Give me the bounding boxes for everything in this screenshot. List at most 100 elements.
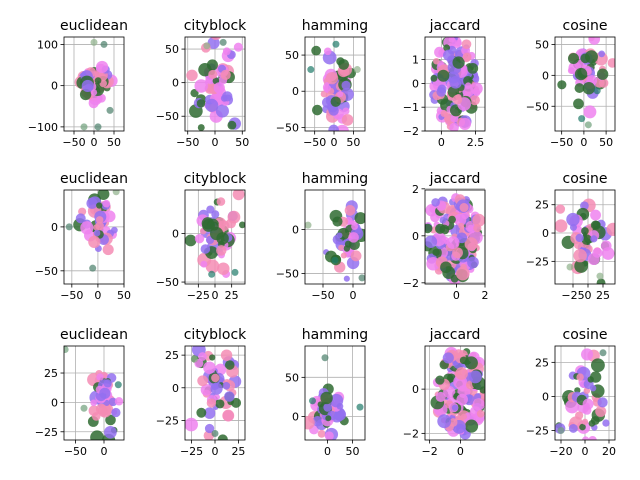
scatter-point xyxy=(328,105,339,116)
scatter-point xyxy=(97,190,110,201)
scatter-point xyxy=(185,417,198,432)
scatter-point xyxy=(582,398,594,410)
scatter-point xyxy=(440,261,452,274)
scatter-point xyxy=(80,221,94,235)
scatter-point xyxy=(114,397,124,406)
scatter-point xyxy=(446,236,460,250)
scatter-point xyxy=(606,222,615,236)
axes-frame xyxy=(304,345,366,441)
scatter-point xyxy=(593,87,601,95)
x-tick-label: 50 xyxy=(346,136,360,149)
scatter-point xyxy=(596,68,609,80)
scatter-point xyxy=(90,399,97,407)
y-tick-label: −25 xyxy=(526,424,549,437)
subplot-title: cityblock xyxy=(184,18,247,34)
subplot-title: cityblock xyxy=(184,327,247,343)
x-tick-label: 0 xyxy=(580,136,587,149)
scatter-point xyxy=(443,49,455,61)
scatter-point xyxy=(452,247,463,259)
scatter-point xyxy=(328,124,339,131)
scatter-point xyxy=(356,403,364,411)
scatter-point xyxy=(425,223,433,234)
scatter-point xyxy=(588,37,601,45)
scatter-point xyxy=(203,430,215,440)
subplot-1-5: −50 0 50 −50 0 50 cosine xyxy=(526,18,616,149)
axes-frame xyxy=(304,36,366,132)
scatter-point xyxy=(208,69,218,79)
scatter-point xyxy=(596,272,604,280)
axes-frame xyxy=(424,36,486,132)
axes-frame xyxy=(554,36,616,132)
y-tick-label: 0 xyxy=(51,80,58,93)
scatter-point xyxy=(231,268,239,276)
scatter-point xyxy=(329,393,344,408)
scatter-point xyxy=(463,75,473,86)
scatter-point xyxy=(437,414,452,429)
scatter-point xyxy=(196,99,206,108)
y-tick-label: 0 xyxy=(412,230,419,243)
axes-frame xyxy=(63,189,125,285)
scatter-point xyxy=(213,82,225,94)
scatter-point xyxy=(317,401,324,408)
scatter-point xyxy=(233,42,243,52)
x-tick-label: 50 xyxy=(599,136,613,149)
scatter-point xyxy=(565,399,580,414)
y-tick-label: 0 xyxy=(292,224,299,237)
x-tick-label: 2.5 xyxy=(467,136,485,149)
subplot-3-5: −20 0 20 −25 0 25 cosine xyxy=(526,327,616,458)
scatter-point xyxy=(95,403,107,415)
subplot-3-3: 0 50 0 50 hamming xyxy=(285,327,368,458)
subplot-3-4: −2 0 −2 0 jaccard xyxy=(403,327,486,458)
subplot-2-4: 0 2 −2 0 2 jaccard xyxy=(403,171,489,302)
x-tick-label: 25 xyxy=(231,445,245,458)
x-tick-label: 50 xyxy=(117,289,131,302)
scatter-point xyxy=(568,423,578,433)
subplot-title: cosine xyxy=(563,171,608,187)
scatter-point xyxy=(201,217,214,230)
scatter-point xyxy=(450,114,459,123)
scatter-point xyxy=(217,262,230,275)
scatter-point xyxy=(602,419,610,427)
scatter-point xyxy=(332,40,340,48)
scatter-point xyxy=(464,356,478,370)
scatter-point xyxy=(216,197,226,206)
axes-frame xyxy=(63,345,125,441)
scatter-point xyxy=(443,44,451,52)
scatter-point xyxy=(211,373,220,383)
scatter-point xyxy=(102,244,114,256)
scatter-point xyxy=(91,412,101,421)
scatter-point xyxy=(341,114,354,126)
scatter-points xyxy=(307,40,361,131)
scatter-point xyxy=(351,223,359,231)
scatter-point xyxy=(238,221,245,229)
scatter-point xyxy=(95,216,104,224)
scatter-point xyxy=(338,244,345,251)
scatter-point xyxy=(469,95,480,106)
scatter-point xyxy=(95,60,109,74)
x-tick-label: 50 xyxy=(346,445,360,458)
scatter-point xyxy=(330,96,341,107)
scatter-point xyxy=(449,122,459,131)
scatter-points xyxy=(64,346,124,440)
y-tick-label: 0 xyxy=(292,411,299,424)
scatter-point xyxy=(573,98,584,110)
scatter-point xyxy=(196,407,207,418)
scatter-point xyxy=(96,202,103,209)
scatter-points xyxy=(186,37,243,131)
scatter-point xyxy=(320,391,333,405)
scatter-point xyxy=(557,80,567,90)
x-tick-label: 0 xyxy=(582,445,589,458)
subplot-title: hamming xyxy=(302,327,368,343)
subplot-title: jaccard xyxy=(429,327,481,343)
scatter-point xyxy=(86,197,98,209)
scatter-point xyxy=(353,66,361,74)
scatter-point xyxy=(206,59,218,71)
scatter-point xyxy=(472,398,485,411)
y-tick-label: 0 xyxy=(292,85,299,98)
scatter-point xyxy=(93,229,101,237)
scatter-point xyxy=(437,69,450,82)
scatter-point xyxy=(582,436,590,440)
scatter-point xyxy=(208,270,216,278)
